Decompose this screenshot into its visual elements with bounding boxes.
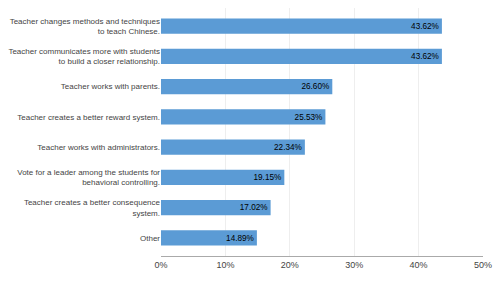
svg-text:Teacher changes methods and te: Teacher changes methods and techniquesto… (10, 17, 160, 36)
svg-text:40%: 40% (410, 260, 428, 270)
svg-text:Teacher creates a better conse: Teacher creates a better consequencesyst… (24, 198, 161, 217)
svg-text:10%: 10% (216, 260, 234, 270)
svg-text:19.15%: 19.15% (253, 173, 281, 182)
svg-text:30%: 30% (345, 260, 363, 270)
svg-text:Other: Other (140, 234, 160, 243)
svg-text:Teacher works with administrat: Teacher works with administrators. (37, 143, 160, 152)
svg-text:25.53%: 25.53% (295, 113, 323, 122)
svg-text:Teacher creates a better rewar: Teacher creates a better reward system. (17, 113, 160, 122)
svg-text:Teacher works with parents.: Teacher works with parents. (61, 82, 160, 91)
svg-text:0%: 0% (154, 260, 167, 270)
svg-text:20%: 20% (281, 260, 299, 270)
svg-text:22.34%: 22.34% (274, 143, 302, 152)
svg-text:Vote for a leader among the st: Vote for a leader among the students for… (17, 168, 160, 187)
svg-text:50%: 50% (474, 260, 492, 270)
svg-text:14.89%: 14.89% (226, 234, 254, 243)
svg-text:17.02%: 17.02% (240, 203, 268, 212)
svg-text:Teacher communicates more with: Teacher communicates more with studentst… (8, 47, 160, 66)
svg-text:43.62%: 43.62% (411, 52, 439, 61)
svg-text:26.60%: 26.60% (301, 82, 329, 91)
svg-text:43.62%: 43.62% (411, 22, 439, 31)
